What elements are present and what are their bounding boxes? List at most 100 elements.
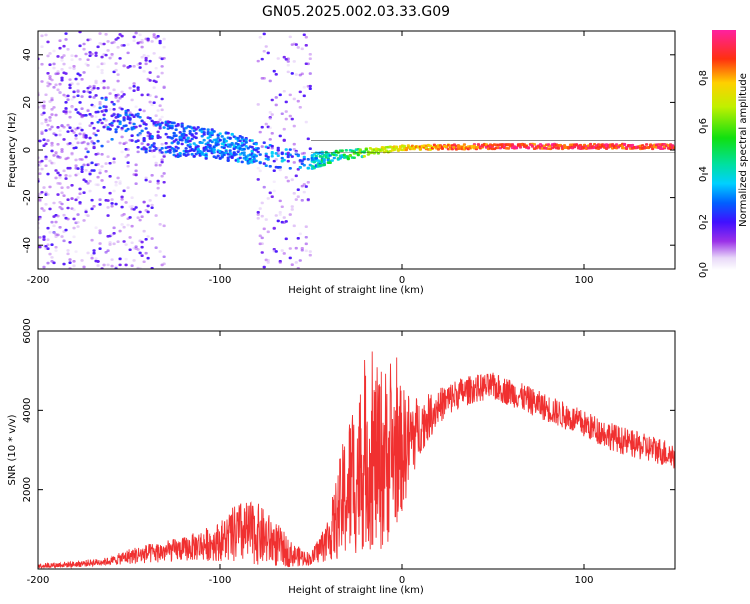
spectrogram-cell xyxy=(102,42,106,46)
spectrogram-cell xyxy=(76,141,80,145)
spectrogram-cell xyxy=(48,231,52,234)
spectrogram-cell xyxy=(42,144,46,147)
spectrogram-cell xyxy=(308,72,312,75)
spectrogram-cell xyxy=(140,41,144,44)
spectrogram-cell xyxy=(270,98,274,102)
spectrogram-cell xyxy=(114,130,118,134)
spectrogram-cell xyxy=(302,86,306,89)
spectrogram-cell xyxy=(218,139,222,142)
spectrogram-cell xyxy=(118,96,122,100)
spectrogram-cell xyxy=(132,84,136,88)
spectrogram-cell xyxy=(68,258,72,261)
spectrogram-cell xyxy=(78,126,82,130)
spectrogram-cell xyxy=(110,198,114,201)
spectrogram-cell xyxy=(278,211,282,214)
spectrogram-cell xyxy=(58,226,62,229)
spectrogram-cell xyxy=(296,266,300,269)
spectrogram-cell xyxy=(304,235,308,239)
spectrogram-cell xyxy=(140,142,144,145)
spectrogram-cell xyxy=(250,145,254,149)
spectrogram-cell xyxy=(266,261,270,264)
spectrogram-cell xyxy=(54,245,58,249)
spectrogram-y-tick-label: 0 xyxy=(22,147,33,153)
spectrogram-cell xyxy=(68,126,72,129)
spectrogram-cell xyxy=(62,213,66,217)
spectrogram-cell xyxy=(78,58,82,61)
spectrogram-cell xyxy=(128,111,132,114)
spectrogram-cell xyxy=(52,62,56,66)
spectrogram-cell xyxy=(134,245,138,249)
spectrogram-cell xyxy=(140,38,144,42)
spectrogram-cell xyxy=(154,161,158,165)
spectrogram-cell xyxy=(218,132,222,135)
spectrogram-cell xyxy=(168,149,172,152)
spectrogram-cell xyxy=(190,153,194,156)
spectrogram-cell xyxy=(60,58,64,62)
spectrogram-cell xyxy=(160,142,164,146)
spectrogram-cell xyxy=(294,151,298,154)
spectrogram-cell xyxy=(80,167,84,171)
spectrogram-cell xyxy=(78,73,82,77)
spectrogram-cell xyxy=(82,42,86,46)
spectrogram-cell xyxy=(286,60,290,63)
spectrogram-cell xyxy=(52,201,56,205)
spectrogram-cell xyxy=(258,169,262,173)
spectrogram-cell xyxy=(510,143,515,146)
spectrogram-cell xyxy=(210,128,214,131)
snr-x-tick-label: 0 xyxy=(399,575,405,586)
spectrogram-cell xyxy=(128,118,132,121)
spectrogram-cell xyxy=(42,111,46,115)
spectrogram-cell xyxy=(144,59,148,62)
spectrogram-cell xyxy=(262,76,266,80)
spectrogram-cell xyxy=(50,113,54,116)
spectrogram-cell xyxy=(286,159,290,163)
spectrogram-cell xyxy=(132,65,136,68)
spectrogram-cell xyxy=(282,55,286,59)
spectrogram-cell xyxy=(352,156,356,160)
spectrogram-cell xyxy=(104,53,108,57)
spectrogram-cell xyxy=(148,132,152,136)
spectrogram-cell xyxy=(100,121,104,125)
spectrogram-cell xyxy=(54,151,58,154)
spectrogram-cell xyxy=(162,255,166,259)
spectrogram-cell xyxy=(276,148,280,152)
spectrogram-cell xyxy=(110,204,114,208)
spectrogram-cell xyxy=(38,172,42,176)
spectrogram-cell xyxy=(148,180,152,183)
spectrogram-cell xyxy=(214,156,218,160)
spectrogram-cell xyxy=(152,52,156,55)
spectrogram-cell xyxy=(42,235,46,238)
spectrogram-cell xyxy=(60,76,64,80)
spectrogram-cell xyxy=(86,251,90,255)
spectrogram-cell xyxy=(46,139,50,142)
spectrogram-cell xyxy=(132,208,136,211)
colorbar-gradient xyxy=(712,30,736,270)
spectrogram-cell xyxy=(114,68,118,72)
spectrogram-cell xyxy=(144,123,148,126)
spectrogram-cell xyxy=(124,263,128,267)
spectrogram-cell xyxy=(280,151,284,155)
spectrogram-cell xyxy=(42,238,46,241)
spectrogram-cell xyxy=(110,202,114,205)
spectrogram-cell xyxy=(276,146,280,150)
spectrogram-cell xyxy=(290,72,294,75)
spectrogram-cell xyxy=(264,152,268,156)
spectrogram-cell xyxy=(102,86,106,89)
spectrogram-cell xyxy=(62,44,66,48)
spectrogram-cell xyxy=(462,143,467,146)
spectrogram-cell xyxy=(226,131,230,135)
spectrogram-cell xyxy=(126,223,130,227)
spectrogram-cell xyxy=(308,253,312,257)
spectrogram-cell xyxy=(530,145,535,148)
spectrogram-cell xyxy=(60,148,64,151)
spectrogram-cell xyxy=(48,75,52,78)
colorbar-ticks: 0.0 0.2 0.4 0.6 0.8 xyxy=(698,70,709,278)
spectrogram-cell xyxy=(190,137,194,141)
spectrogram-cell xyxy=(272,169,276,173)
spectrogram-cell xyxy=(108,191,112,195)
spectrogram-cell xyxy=(68,66,72,70)
spectrogram-cell xyxy=(62,169,66,173)
spectrogram-cell xyxy=(126,164,130,168)
spectrogram-cell xyxy=(174,134,178,138)
spectrogram-cell xyxy=(268,110,272,114)
